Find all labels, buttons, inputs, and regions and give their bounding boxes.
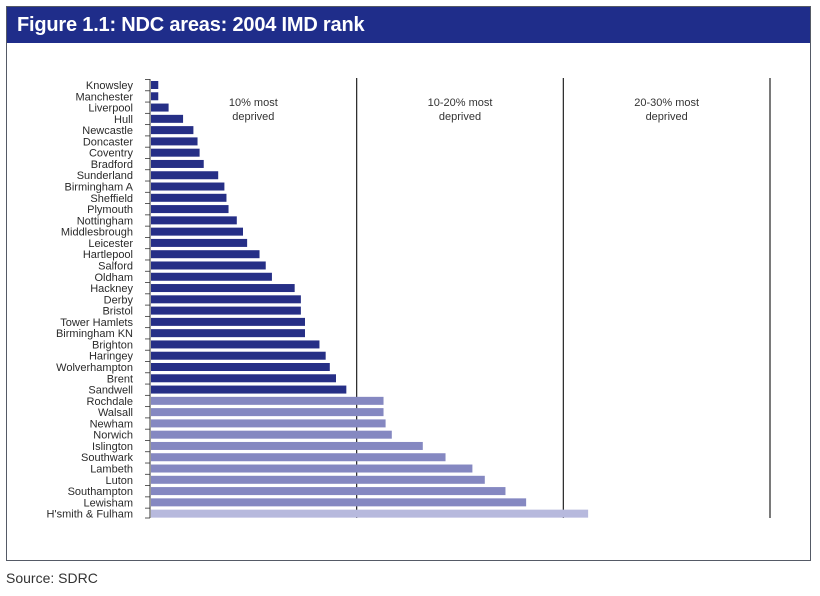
category-label: Islington xyxy=(92,441,133,453)
band-label: 20-30% most xyxy=(634,97,699,109)
category-label: Bradford xyxy=(91,159,133,171)
bar xyxy=(151,419,386,428)
bar xyxy=(151,464,473,473)
bar xyxy=(151,351,326,360)
bar xyxy=(151,159,204,168)
category-label: Sunderland xyxy=(77,170,133,182)
bar xyxy=(151,103,169,112)
bar xyxy=(151,498,527,507)
figure-frame: Figure 1.1: NDC areas: 2004 IMD rank xyxy=(6,6,811,561)
bar xyxy=(151,171,219,180)
bar xyxy=(151,148,200,157)
category-label: Hull xyxy=(114,114,133,126)
bar xyxy=(151,306,301,315)
band-label: deprived xyxy=(439,111,481,123)
category-label: Brent xyxy=(107,373,133,385)
category-label: Walsall xyxy=(98,407,133,419)
source-note: Source: SDRC xyxy=(6,570,98,586)
category-label: Tower Hamlets xyxy=(60,317,133,329)
bar xyxy=(151,363,330,371)
category-label: Newham xyxy=(90,418,133,430)
category-label: Bristol xyxy=(102,306,133,318)
category-label: Liverpool xyxy=(88,103,133,115)
bar xyxy=(151,441,423,450)
category-label: Sheffield xyxy=(90,193,133,205)
bar xyxy=(151,205,229,214)
category-label: Lewisham xyxy=(83,497,133,509)
bar xyxy=(151,295,301,304)
band-label: 10% most xyxy=(229,97,278,109)
category-label: Hackney xyxy=(90,283,133,295)
bar xyxy=(151,182,225,191)
bar xyxy=(151,475,485,484)
category-label: Salford xyxy=(98,260,133,272)
bar xyxy=(151,227,243,236)
category-label: Knowsley xyxy=(86,80,134,92)
bar xyxy=(151,114,184,123)
category-label: Leicester xyxy=(88,238,133,250)
bar xyxy=(151,385,347,394)
bar xyxy=(151,250,260,259)
bar xyxy=(151,272,272,281)
category-label: Luton xyxy=(105,475,133,487)
category-label: Birmingham A xyxy=(65,182,134,194)
category-label: Nottingham xyxy=(77,215,133,227)
bar xyxy=(151,317,305,326)
bar xyxy=(151,216,237,225)
bar xyxy=(151,453,446,462)
bar xyxy=(151,340,320,349)
bar xyxy=(151,92,159,101)
band-label: 10-20% most xyxy=(428,97,493,109)
category-label: Haringey xyxy=(89,351,134,363)
category-label: Southwark xyxy=(81,452,133,464)
bar xyxy=(151,238,248,247)
category-label: Doncaster xyxy=(83,136,133,148)
category-label: H'smith & Fulham xyxy=(47,509,133,521)
category-label: Hartlepool xyxy=(83,249,133,261)
bar xyxy=(151,487,506,496)
bar xyxy=(151,126,194,135)
bar xyxy=(151,509,589,518)
bar xyxy=(151,430,392,439)
category-label: Coventry xyxy=(89,148,134,160)
category-label: Southampton xyxy=(68,486,133,498)
bar xyxy=(151,81,159,89)
category-label: Brighton xyxy=(92,339,133,351)
category-label: Newcastle xyxy=(82,125,133,137)
category-label: Derby xyxy=(104,294,134,306)
bar xyxy=(151,261,266,270)
figure-title: Figure 1.1: NDC areas: 2004 IMD rank xyxy=(7,7,810,43)
bar xyxy=(151,396,384,405)
category-label: Sandwell xyxy=(88,385,133,397)
category-label: Middlesbrough xyxy=(61,227,133,239)
bar xyxy=(151,329,305,338)
bar xyxy=(151,374,336,383)
bar xyxy=(151,193,227,202)
category-label: Plymouth xyxy=(87,204,133,216)
category-label: Birmingham KN xyxy=(56,328,133,340)
category-label: Manchester xyxy=(76,91,134,103)
band-label: deprived xyxy=(646,111,688,123)
bar xyxy=(151,408,384,417)
category-label: Oldham xyxy=(94,272,133,284)
category-label: Rochdale xyxy=(87,396,133,408)
category-label: Lambeth xyxy=(90,464,133,476)
category-label: Norwich xyxy=(93,430,133,442)
category-label: Wolverhampton xyxy=(56,362,133,374)
bar xyxy=(151,284,295,293)
band-label: deprived xyxy=(232,111,274,123)
bar xyxy=(151,137,198,146)
